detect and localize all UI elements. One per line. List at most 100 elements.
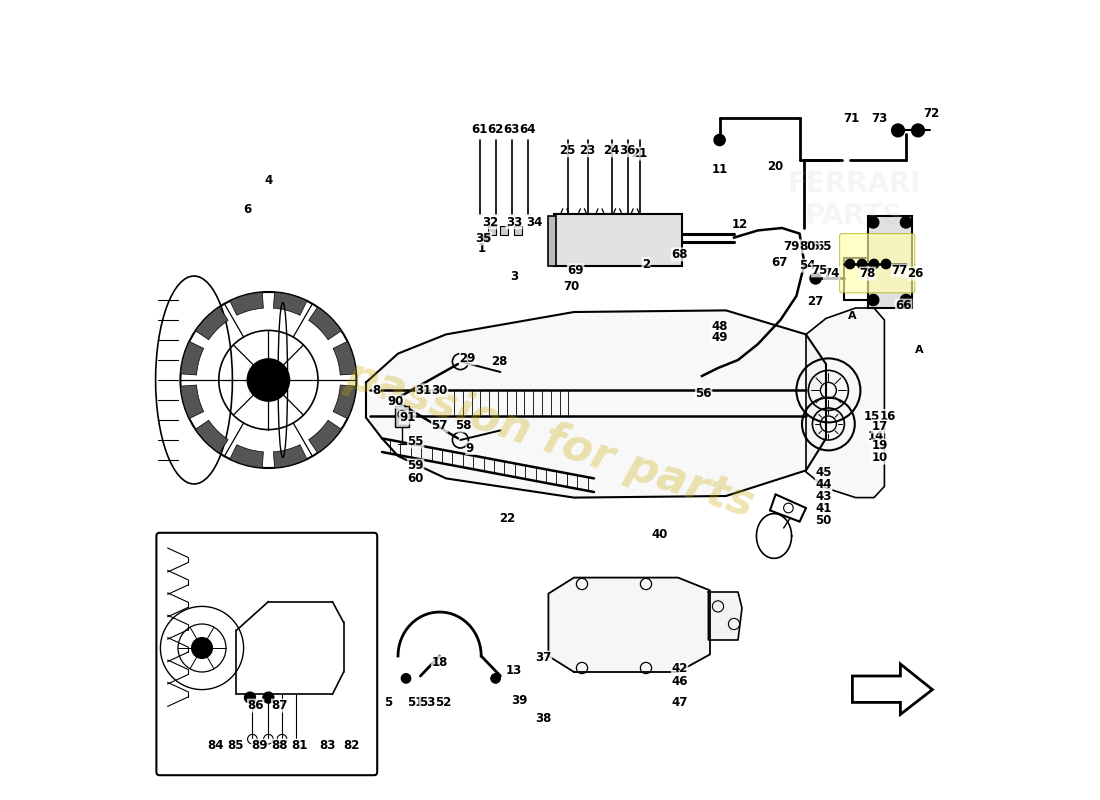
FancyBboxPatch shape — [839, 234, 915, 293]
Text: 15: 15 — [864, 410, 880, 422]
Text: 1: 1 — [477, 242, 486, 254]
Wedge shape — [274, 292, 307, 315]
Text: 89: 89 — [251, 739, 268, 752]
Text: 91: 91 — [399, 411, 416, 424]
Circle shape — [482, 234, 490, 242]
Text: 20: 20 — [768, 160, 783, 173]
Wedge shape — [230, 292, 263, 315]
Text: 62: 62 — [487, 123, 504, 136]
Circle shape — [881, 259, 891, 269]
Text: 19: 19 — [871, 439, 888, 452]
Text: 86: 86 — [248, 699, 264, 712]
Circle shape — [857, 259, 867, 269]
Text: 83: 83 — [319, 739, 336, 752]
Polygon shape — [806, 308, 884, 498]
Wedge shape — [230, 445, 263, 468]
Text: 44: 44 — [815, 478, 832, 490]
Text: 50: 50 — [815, 514, 832, 526]
Text: 76: 76 — [803, 240, 820, 253]
Text: 46: 46 — [671, 675, 688, 688]
Text: 31: 31 — [416, 384, 431, 397]
Text: 55: 55 — [407, 435, 424, 448]
Text: 18: 18 — [431, 656, 448, 669]
Text: 57: 57 — [431, 419, 448, 432]
Circle shape — [901, 217, 912, 228]
Text: 17: 17 — [871, 420, 888, 433]
Text: 12: 12 — [732, 218, 748, 230]
Polygon shape — [708, 592, 742, 640]
Text: 84: 84 — [208, 739, 224, 752]
Text: A: A — [848, 311, 857, 321]
Text: 9: 9 — [466, 442, 474, 454]
Circle shape — [912, 124, 924, 137]
Text: 43: 43 — [815, 490, 832, 502]
Polygon shape — [549, 578, 710, 672]
Text: 48: 48 — [712, 320, 728, 333]
Text: 52: 52 — [436, 696, 452, 709]
Text: 78: 78 — [859, 267, 876, 280]
Text: 75: 75 — [812, 264, 828, 277]
Text: 6: 6 — [243, 203, 252, 216]
Text: 70: 70 — [563, 280, 580, 293]
Text: 32: 32 — [482, 216, 498, 229]
Text: 40: 40 — [651, 528, 668, 541]
Bar — [549, 216, 557, 266]
Text: 27: 27 — [807, 295, 824, 308]
Text: 22: 22 — [499, 512, 516, 525]
Bar — [395, 406, 409, 427]
Circle shape — [714, 134, 725, 146]
Wedge shape — [333, 385, 356, 418]
Text: 65: 65 — [815, 240, 832, 253]
Circle shape — [868, 217, 879, 228]
Text: 80: 80 — [800, 240, 816, 253]
Text: 11: 11 — [712, 163, 728, 176]
Text: 79: 79 — [783, 240, 800, 253]
Text: 35: 35 — [475, 232, 492, 245]
Text: 72: 72 — [924, 107, 939, 120]
Text: 66: 66 — [895, 299, 912, 312]
Bar — [554, 214, 682, 266]
Wedge shape — [274, 445, 307, 468]
Text: 85: 85 — [228, 739, 244, 752]
Text: 34: 34 — [526, 216, 542, 229]
Text: 5: 5 — [384, 696, 393, 709]
Text: 39: 39 — [512, 694, 528, 706]
Text: 56: 56 — [695, 387, 712, 400]
Text: 67: 67 — [771, 256, 788, 269]
Wedge shape — [309, 420, 341, 453]
Circle shape — [491, 674, 501, 683]
Circle shape — [892, 124, 904, 137]
Wedge shape — [180, 385, 204, 418]
Text: 58: 58 — [455, 419, 472, 432]
FancyBboxPatch shape — [156, 533, 377, 775]
Text: 45: 45 — [815, 466, 832, 478]
Text: 2: 2 — [642, 258, 650, 270]
Text: 14: 14 — [868, 430, 883, 442]
Text: 26: 26 — [908, 267, 924, 280]
Text: 77: 77 — [891, 264, 908, 277]
Text: 30: 30 — [431, 384, 448, 397]
Polygon shape — [366, 310, 826, 498]
Bar — [514, 226, 522, 235]
Text: 81: 81 — [292, 739, 308, 752]
Wedge shape — [196, 420, 228, 453]
Text: 24: 24 — [604, 144, 619, 157]
Text: 23: 23 — [580, 144, 596, 157]
Text: 74: 74 — [824, 267, 839, 280]
Text: 10: 10 — [871, 451, 888, 464]
Wedge shape — [309, 307, 341, 340]
Text: 68: 68 — [671, 248, 688, 261]
Text: 69: 69 — [568, 264, 584, 277]
Wedge shape — [180, 342, 204, 375]
Text: 38: 38 — [536, 712, 552, 725]
Bar — [487, 226, 496, 235]
Text: FERRARI
PARTS: FERRARI PARTS — [788, 170, 921, 230]
Circle shape — [402, 674, 410, 683]
Text: 59: 59 — [407, 459, 424, 472]
Text: 21: 21 — [631, 147, 648, 160]
Text: 54: 54 — [800, 259, 816, 272]
Bar — [868, 216, 912, 308]
Text: 16: 16 — [879, 410, 895, 422]
Text: 7: 7 — [386, 395, 394, 408]
Wedge shape — [196, 307, 228, 340]
